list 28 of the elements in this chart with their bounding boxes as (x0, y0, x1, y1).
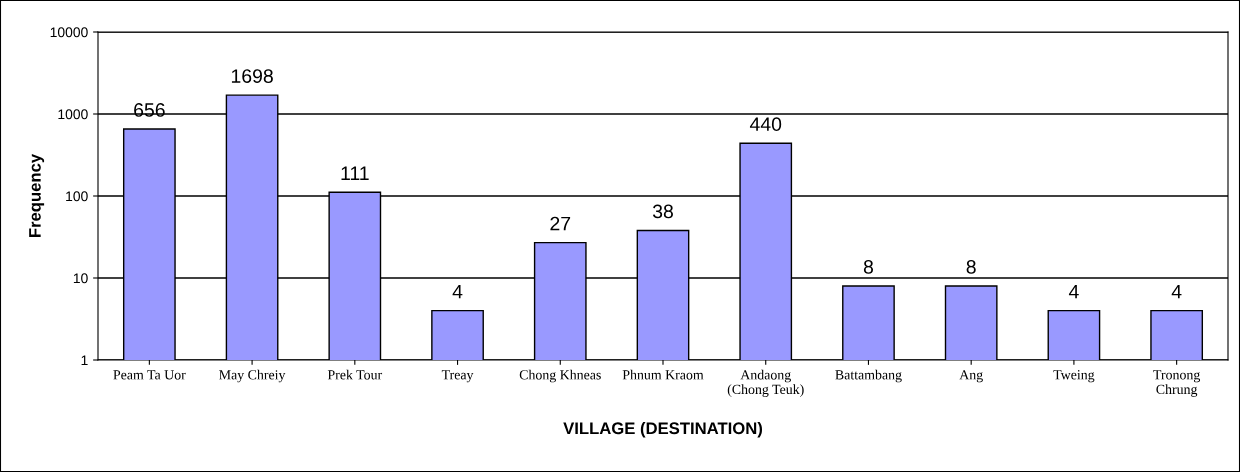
data-label: 4 (1068, 284, 1079, 299)
data-label: 111 (341, 166, 369, 180)
data-label: 27 (550, 216, 571, 231)
x-axis-title: VILLAGE (DESTINATION) (563, 421, 763, 438)
y-axis-title: Frequency (29, 153, 45, 238)
data-label: 4 (452, 284, 463, 299)
x-tick-label: May Chreiy (219, 369, 286, 383)
x-tick-label: Battambang (835, 369, 902, 383)
x-tick-label: Phnum Kraom (622, 369, 704, 380)
data-label: 8 (863, 260, 874, 274)
y-tick-label: 1000 (58, 109, 88, 120)
y-tick-label: 100 (66, 191, 88, 202)
data-label: 38 (652, 204, 673, 219)
x-tick-label: Prek Tour (327, 369, 383, 380)
x-tick-label: Peam Ta Uor (113, 370, 186, 380)
x-tick-label: Tweing (1053, 370, 1095, 383)
data-label: 1698 (231, 69, 273, 83)
y-tick-label: 1 (81, 355, 88, 366)
y-tick-label: 10 (73, 273, 88, 284)
x-tick-label: Chong Khneas (519, 369, 601, 383)
x-tick-label: Tronong Chrung (1153, 370, 1201, 397)
y-tick-label: 10000 (50, 27, 88, 38)
x-tick-label: Ang (959, 370, 983, 383)
x-tick-label: Andaong (Chong Teuk) (727, 369, 804, 397)
data-label: 4 (1171, 284, 1182, 299)
data-label: 8 (966, 260, 976, 274)
x-tick-label: Treay (441, 370, 474, 383)
data-label: 440 (749, 117, 782, 132)
